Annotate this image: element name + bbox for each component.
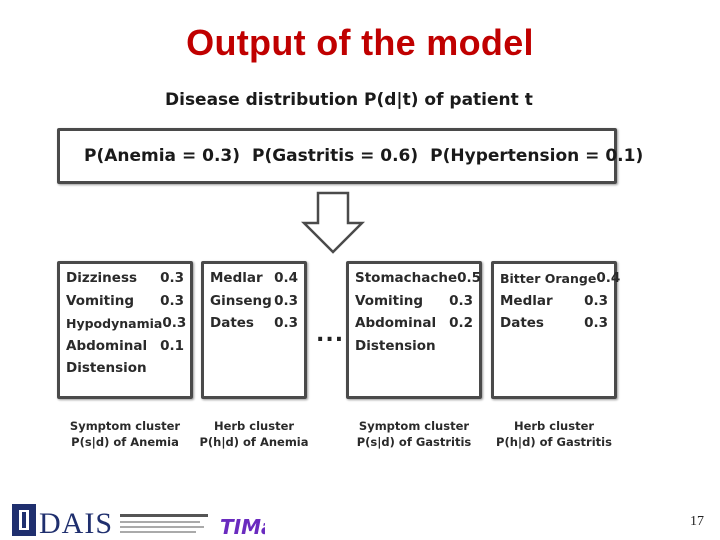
item-name: Dates: [500, 315, 544, 332]
cluster-row: Distension: [355, 335, 473, 358]
item-name: Vomiting: [355, 292, 424, 309]
ellipsis: ...: [316, 322, 345, 347]
caption-symptom-gastritis: Symptom cluster P(s|d) of Gastritis: [346, 418, 482, 450]
item-name: Distension: [355, 337, 436, 354]
cluster-row: Dizziness 0.3: [66, 267, 184, 290]
down-arrow-icon: [301, 191, 365, 254]
cluster-row: Abdominal 0.1: [66, 335, 184, 358]
caption-herb-gastritis: Herb cluster P(h|d) of Gastritis: [491, 418, 617, 450]
cluster-row: Hypodynamia 0.3: [66, 312, 187, 335]
caption-line: Symptom cluster: [69, 419, 181, 433]
item-name: Distension: [66, 360, 147, 377]
cluster-row: Dates 0.3: [500, 312, 608, 335]
item-value: 0.2: [449, 315, 473, 332]
cluster-row: Ginseng 0.3: [210, 290, 298, 313]
cluster-row: Vomiting 0.3: [66, 290, 184, 313]
svg-text:TIMan: TIMan: [220, 515, 265, 538]
caption-herb-anemia: Herb cluster P(h|d) of Anemia: [196, 418, 312, 450]
item-name: Medlar: [500, 292, 553, 309]
item-name: Ginseng: [210, 292, 272, 309]
distribution-box: P(Anemia = 0.3) P(Gastritis = 0.6) P(Hyp…: [57, 128, 643, 184]
item-name: Stomachache: [355, 270, 458, 287]
symptom-cluster-anemia: Dizziness 0.3 Vomiting 0.3 Hypodynamia 0…: [57, 261, 193, 399]
cluster-row: Vomiting 0.3: [355, 290, 473, 313]
caption-line: Herb cluster: [213, 419, 295, 433]
cluster-row: Medlar 0.4: [210, 267, 298, 290]
distribution-anemia: P(Anemia = 0.3): [84, 146, 240, 166]
item-name: Dizziness: [66, 270, 138, 287]
herb-cluster-anemia: Medlar 0.4 Ginseng 0.3 Dates 0.3: [201, 261, 307, 399]
item-name: Abdominal: [355, 315, 437, 332]
item-value: 0.3: [449, 292, 473, 309]
svg-text:DAIS: DAIS: [39, 507, 113, 538]
item-value: 0.5: [457, 270, 482, 287]
item-value: 0.3: [162, 315, 187, 332]
item-name: Bitter Orange: [500, 270, 597, 286]
dais-timan-logo: DAIS TIMan: [12, 504, 265, 538]
distribution-hypertension: P(Hypertension = 0.1): [430, 146, 644, 166]
item-value: 0.3: [160, 270, 184, 287]
item-value: 0.4: [274, 270, 298, 287]
item-name: Dates: [210, 315, 254, 332]
item-name: Hypodynamia: [66, 315, 163, 331]
caption-line: Herb cluster: [513, 419, 595, 433]
distribution-subtitle: Disease distribution P(d|t) of patient t: [165, 90, 533, 110]
herb-cluster-gastritis: Bitter Orange 0.4 Medlar 0.3 Dates 0.3: [491, 261, 620, 399]
item-value: 0.4: [596, 270, 621, 287]
item-name: Vomiting: [66, 292, 135, 309]
symptom-cluster-gastritis: Stomachache 0.5 Vomiting 0.3 Abdominal 0…: [346, 261, 482, 399]
item-value: 0.3: [584, 292, 608, 309]
caption-line: Symptom cluster: [358, 419, 470, 433]
item-name: Abdominal: [66, 337, 148, 354]
item-value: 0.3: [274, 292, 298, 309]
cluster-row: Dates 0.3: [210, 312, 298, 335]
caption-line: P(s|d) of Gastritis: [356, 435, 472, 449]
cluster-row: Bitter Orange 0.4: [500, 267, 620, 290]
cluster-row: Abdominal 0.2: [355, 312, 473, 335]
caption-symptom-anemia: Symptom cluster P(s|d) of Anemia: [57, 418, 193, 450]
caption-line: P(h|d) of Gastritis: [496, 435, 612, 449]
slide-title: Output of the model: [186, 22, 534, 63]
cluster-row: Distension: [66, 357, 184, 380]
item-name: Medlar: [210, 270, 263, 287]
cluster-row: Stomachache 0.5: [355, 267, 481, 290]
distribution-gastritis: P(Gastritis = 0.6): [252, 146, 419, 166]
item-value: 0.3: [160, 292, 184, 309]
item-value: 0.1: [160, 337, 184, 354]
caption-line: P(s|d) of Anemia: [71, 435, 179, 449]
cluster-row: Medlar 0.3: [500, 290, 608, 313]
page-number: 17: [690, 514, 704, 529]
caption-line: P(h|d) of Anemia: [199, 435, 309, 449]
item-value: 0.3: [274, 315, 298, 332]
item-value: 0.3: [584, 315, 608, 332]
